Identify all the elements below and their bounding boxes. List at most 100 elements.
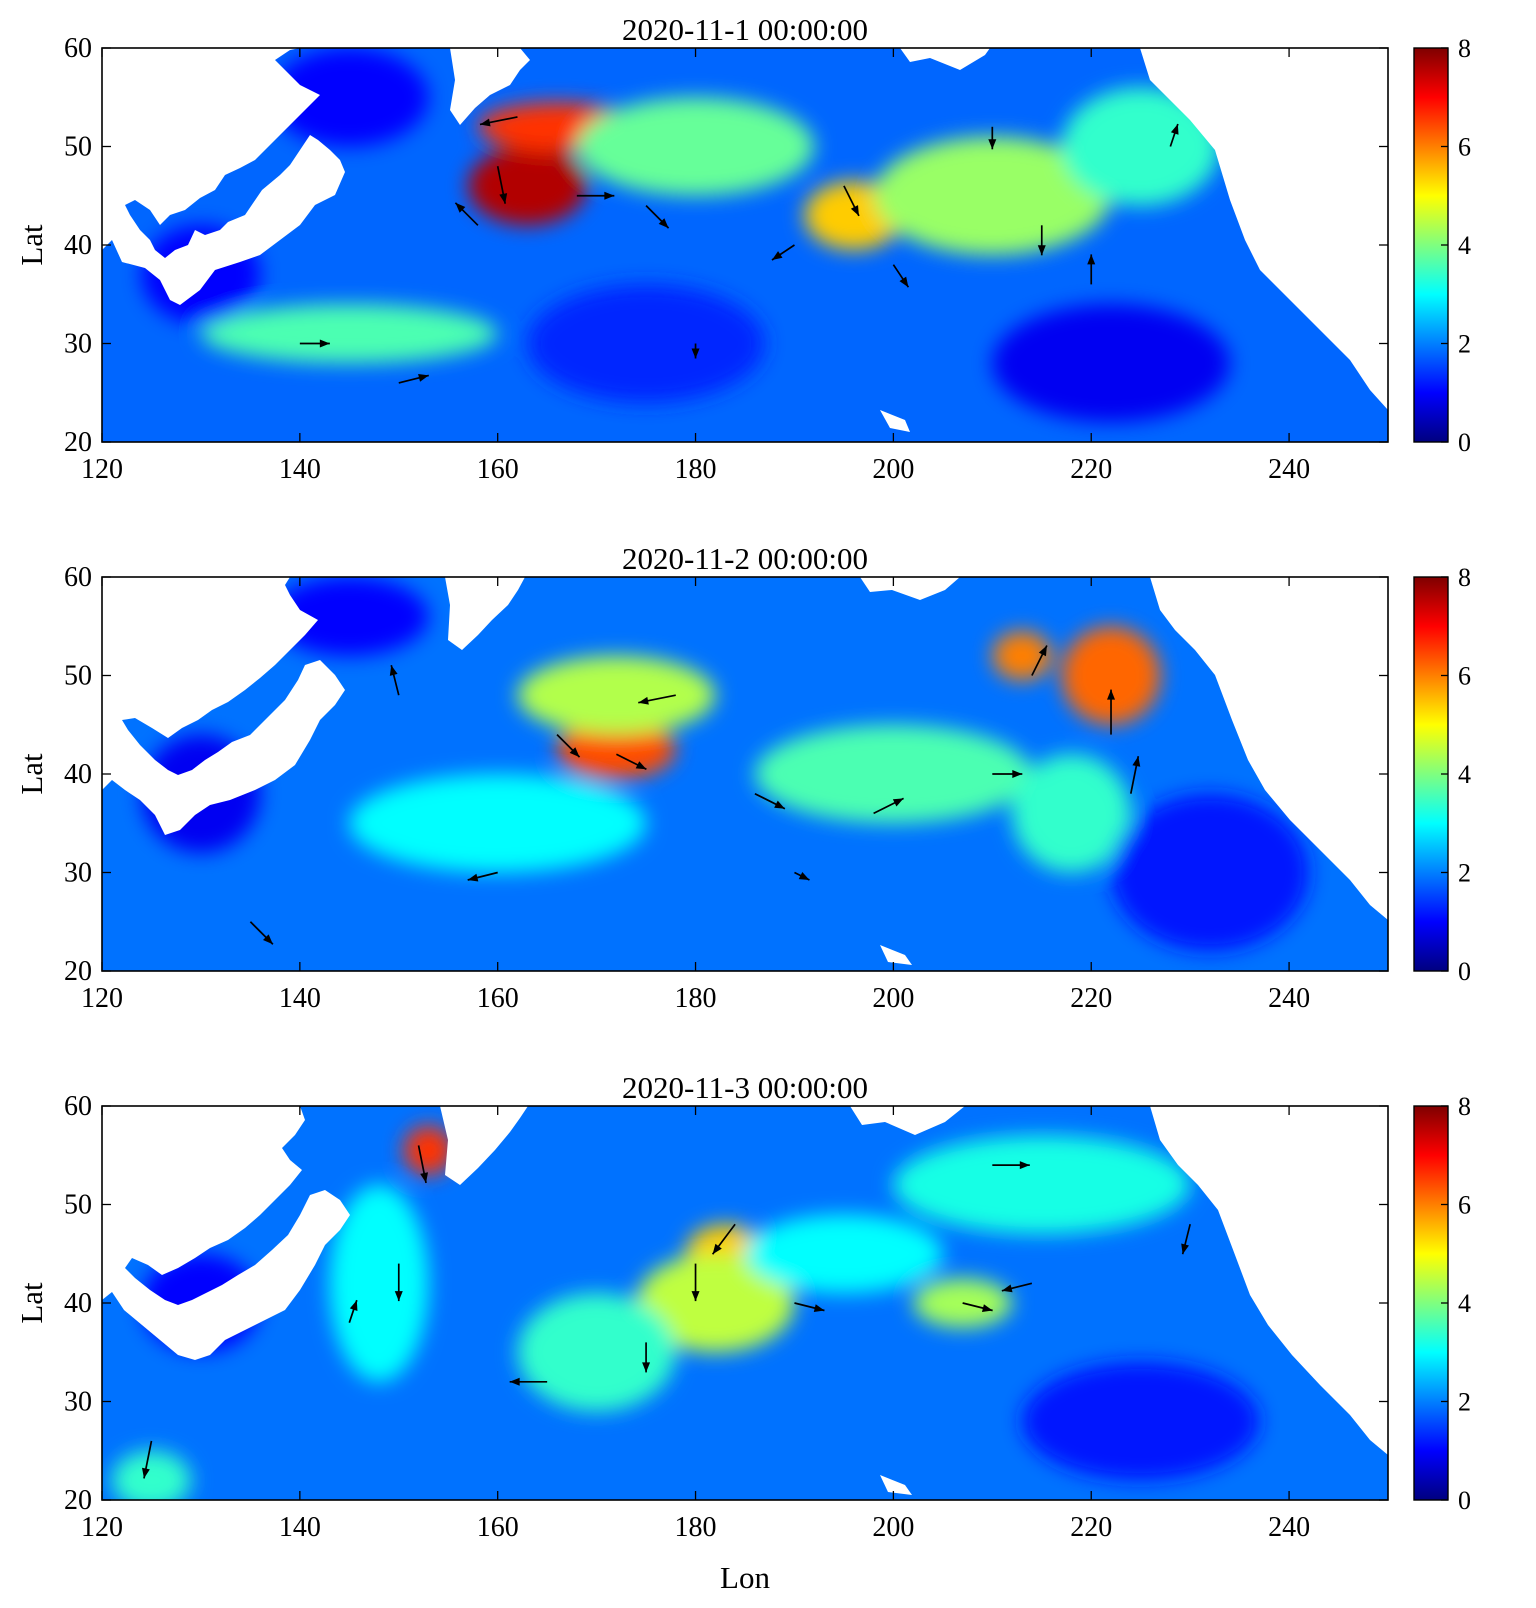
wind-vector-head bbox=[604, 191, 615, 200]
wind-vector-11 bbox=[988, 126, 997, 150]
wind-vector-11 bbox=[467, 871, 498, 882]
wind-vector-head bbox=[892, 798, 904, 807]
panel-1-wind-vectors bbox=[299, 116, 1179, 384]
x-tick-label: 200 bbox=[872, 454, 914, 485]
heatmap-blob-7 bbox=[1061, 87, 1220, 206]
wind-vector-head bbox=[1181, 1243, 1189, 1255]
wind-vector-head bbox=[349, 1300, 358, 1311]
heatmap-blob-5 bbox=[576, 97, 815, 196]
colorbar-tick-label: 2 bbox=[1458, 330, 1471, 359]
wind-vector-head bbox=[1107, 689, 1116, 700]
colorbar-tick-label: 8 bbox=[1458, 563, 1471, 592]
colorbar-tick-label: 0 bbox=[1458, 1486, 1471, 1515]
x-tick-label: 120 bbox=[81, 454, 123, 485]
wind-vector-10 bbox=[1087, 254, 1096, 285]
wind-vector-head bbox=[691, 348, 700, 359]
y-tick-label: 40 bbox=[64, 759, 92, 790]
heatmap-blob-5 bbox=[893, 1135, 1191, 1235]
x-tick-label: 240 bbox=[1268, 454, 1310, 485]
wind-vector-8 bbox=[1181, 1223, 1191, 1255]
y-tick-label: 20 bbox=[64, 956, 92, 987]
wind-vector-head bbox=[712, 1243, 722, 1255]
x-tick-label: 140 bbox=[279, 1512, 321, 1543]
heatmap-blob-1 bbox=[403, 1125, 454, 1175]
x-tick-label: 180 bbox=[675, 983, 717, 1014]
heatmap-blob-10 bbox=[270, 48, 429, 147]
y-tick-label: 60 bbox=[64, 33, 92, 64]
wind-vector-head bbox=[988, 139, 997, 150]
x-tick-label: 160 bbox=[477, 1512, 519, 1543]
colorbar-tick-label: 8 bbox=[1458, 1092, 1471, 1121]
wind-vector-13 bbox=[249, 921, 274, 945]
wind-vector-head bbox=[389, 665, 398, 676]
heatmap-blob-2 bbox=[1061, 626, 1161, 725]
panel-1-y-axis-label: Lat bbox=[14, 224, 49, 266]
wind-vector-head bbox=[1012, 770, 1023, 778]
panel-2: 2020-11-2 00:00:00 120 140 160 180 200 220 240… bbox=[14, 541, 1471, 1014]
heatmap-blob-6 bbox=[745, 1214, 943, 1294]
colorbar-tick-label: 2 bbox=[1458, 1388, 1471, 1417]
x-tick-label: 220 bbox=[1070, 454, 1112, 485]
wind-vector-8 bbox=[1031, 645, 1048, 676]
wind-vector-head bbox=[774, 800, 785, 809]
wind-vector-8 bbox=[892, 264, 910, 288]
wind-vector-11 bbox=[348, 1299, 358, 1323]
wind-vector-3 bbox=[638, 694, 676, 705]
heatmap-blob-3 bbox=[992, 631, 1052, 681]
x-tick-label: 120 bbox=[81, 983, 123, 1014]
panel-1-land-mask bbox=[102, 48, 1388, 432]
x-tick-label: 120 bbox=[81, 1512, 123, 1543]
panel-3-x-axis: 120 140 160 180 200 220 240 bbox=[81, 1106, 1310, 1543]
wind-vector-head bbox=[691, 1291, 700, 1302]
heatmap-blob-3 bbox=[636, 1253, 795, 1353]
x-tick-label: 240 bbox=[1268, 1512, 1310, 1543]
heatmap-blob-9 bbox=[329, 1184, 429, 1382]
colorbar-tick-label: 0 bbox=[1458, 957, 1471, 986]
wind-vector-7 bbox=[992, 1161, 1030, 1170]
wind-vector-head bbox=[262, 934, 273, 945]
panel-2-y-axis: 20 30 40 50 60 bbox=[64, 562, 1388, 987]
panel-2-colorbar: 0 2 4 6 8 bbox=[1413, 563, 1471, 986]
wind-vector-head bbox=[1132, 756, 1141, 767]
x-tick-label: 140 bbox=[279, 983, 321, 1014]
heatmap-blob-11 bbox=[1021, 1362, 1260, 1481]
wind-vector-head bbox=[569, 747, 580, 758]
heatmap-blob-7 bbox=[349, 774, 647, 873]
wind-vector-3 bbox=[691, 1263, 700, 1302]
panel-1-y-axis: 20 30 40 50 60 bbox=[64, 33, 1388, 458]
y-tick-label: 50 bbox=[64, 1190, 92, 1221]
panel-2-x-axis: 120 140 160 180 200 220 240 bbox=[81, 577, 1310, 1014]
wind-vector-9 bbox=[1129, 756, 1141, 794]
panel-1-x-axis: 120 140 160 180 200 220 240 bbox=[81, 48, 1310, 485]
heatmap-blob-6 bbox=[1012, 754, 1131, 873]
heatmap-blob-8 bbox=[992, 304, 1230, 423]
wind-vector-7 bbox=[771, 244, 795, 261]
y-tick-label: 50 bbox=[64, 661, 92, 692]
x-tick-label: 200 bbox=[872, 983, 914, 1014]
x-tick-label: 180 bbox=[675, 454, 717, 485]
heatmap-blob-5 bbox=[754, 724, 1032, 824]
x-tick-label: 200 bbox=[872, 1512, 914, 1543]
wind-vector-4 bbox=[794, 1302, 825, 1312]
wind-vector-5 bbox=[645, 204, 670, 229]
y-tick-label: 30 bbox=[64, 858, 92, 889]
colorbar-tick-label: 6 bbox=[1458, 662, 1471, 691]
wind-vector-1 bbox=[556, 733, 581, 758]
wind-vector-head bbox=[1038, 645, 1047, 657]
panel-1-colorbar: 0 2 4 6 8 bbox=[1413, 34, 1471, 457]
wind-vector-head bbox=[1019, 1161, 1030, 1170]
wind-vector-4 bbox=[754, 792, 786, 810]
wind-vector-head bbox=[1087, 254, 1096, 265]
wind-vector-head bbox=[635, 761, 647, 770]
wind-vector-5 bbox=[873, 797, 904, 815]
panel-3-y-axis: 20 30 40 50 60 bbox=[64, 1091, 1388, 1516]
x-tick-label: 160 bbox=[477, 983, 519, 1014]
heatmap-blob-1 bbox=[557, 719, 676, 779]
panel-3-title: 2020-11-3 00:00:00 bbox=[622, 1070, 868, 1105]
wind-vector-head bbox=[394, 1291, 403, 1302]
wind-vector-head bbox=[850, 205, 859, 216]
panel-2-y-axis-label: Lat bbox=[14, 753, 49, 795]
wind-vector-12 bbox=[794, 871, 810, 881]
panel-3-land-mask bbox=[102, 1106, 1388, 1495]
